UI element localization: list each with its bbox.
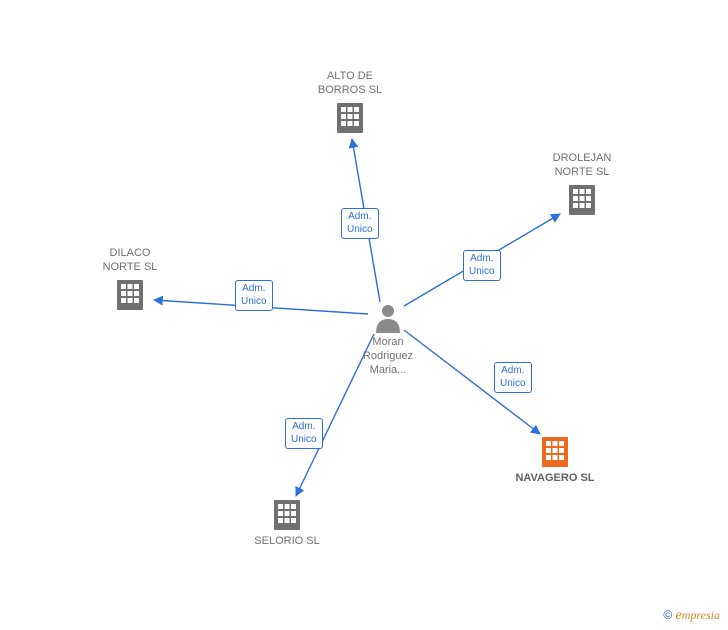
building-icon [569, 185, 595, 215]
person-icon [376, 305, 400, 333]
edge-badge: Adm.Unico [235, 280, 273, 311]
node-label: NAVAGERO SL [495, 472, 615, 486]
node-label: DILACONORTE SL [70, 247, 190, 275]
brand-text: empresia [676, 608, 720, 622]
building-icon [117, 280, 143, 310]
node-label: ALTO DEBORROS SL [290, 70, 410, 98]
edge-badge: Adm.Unico [285, 418, 323, 449]
building-icon [337, 103, 363, 133]
copyright-symbol: © [663, 608, 672, 622]
node-label: SELORIO SL [227, 535, 347, 549]
edge-badge: Adm.Unico [341, 208, 379, 239]
node-label: DROLEJANNORTE SL [522, 152, 642, 180]
building-icon [274, 500, 300, 530]
edge-badge: Adm.Unico [463, 250, 501, 281]
edge-badge: Adm.Unico [494, 362, 532, 393]
copyright-footer: © empresia [663, 608, 720, 624]
center-node-label: MoranRodriguezMaria... [348, 336, 428, 377]
building-icon [542, 437, 568, 467]
